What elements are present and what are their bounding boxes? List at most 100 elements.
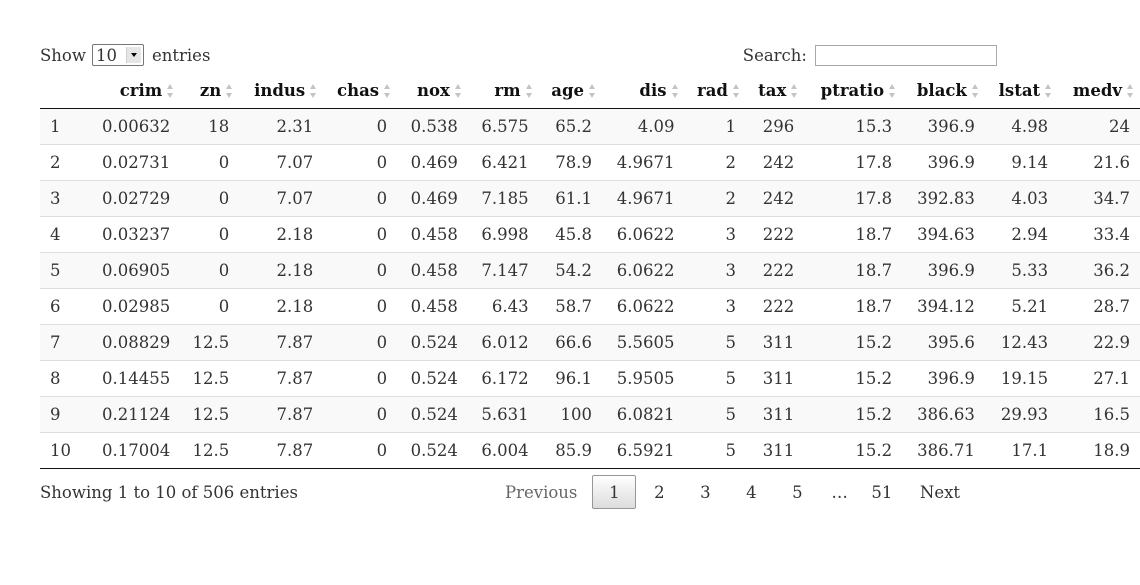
- cell-crim: 0.06905: [86, 252, 181, 289]
- table-row: 4 0.03237 0 2.18 0 0.458 6.998 45.8 6.0622 3 222 18…: [40, 216, 1140, 253]
- cell-rm: 6.43: [467, 288, 539, 325]
- column-header-label: crim: [119, 81, 163, 100]
- cell-nox: 0.469: [397, 180, 468, 217]
- column-header-crim[interactable]: crim: [86, 73, 181, 109]
- cell-index: 7: [40, 324, 86, 361]
- column-header-rad[interactable]: rad: [684, 73, 746, 109]
- cell-crim: 0.03237: [86, 216, 181, 253]
- column-header-ptratio[interactable]: ptratio: [804, 73, 903, 109]
- column-header-label: medv: [1072, 81, 1122, 100]
- cell-chas: 0: [323, 396, 398, 433]
- cell-lstat: 29.93: [984, 396, 1059, 433]
- column-header-lstat[interactable]: lstat: [984, 73, 1059, 109]
- cell-tax: 311: [745, 324, 805, 361]
- column-header-label: age: [551, 81, 585, 100]
- cell-lstat: 4.03: [984, 180, 1059, 217]
- cell-rad: 5: [684, 324, 746, 361]
- table-row: 3 0.02729 0 7.07 0 0.469 7.185 61.1 4.9671 2 242 17…: [40, 180, 1140, 217]
- pagination-ellipsis: …: [831, 482, 848, 502]
- column-header-label: zn: [199, 81, 222, 100]
- cell-medv: 18.9: [1058, 432, 1140, 469]
- sort-arrows-icon: [525, 84, 533, 98]
- table-row: 10 0.17004 12.5 7.87 0 0.524 6.004 85.9 6.5921 5 3…: [40, 432, 1140, 469]
- cell-chas: 0: [323, 252, 398, 289]
- column-header-indus[interactable]: indus: [239, 73, 324, 109]
- sort-arrows-icon: [971, 84, 979, 98]
- cell-medv: 16.5: [1058, 396, 1140, 433]
- cell-nox: 0.524: [397, 396, 468, 433]
- column-header-zn[interactable]: zn: [180, 73, 240, 109]
- cell-rm: 6.421: [467, 144, 539, 181]
- cell-chas: 0: [323, 216, 398, 253]
- cell-lstat: 9.14: [984, 144, 1059, 181]
- previous-button[interactable]: Previous: [505, 482, 578, 502]
- column-header-label: nox: [416, 81, 450, 100]
- cell-zn: 12.5: [180, 432, 240, 469]
- cell-zn: 0: [180, 252, 240, 289]
- cell-rad: 3: [684, 288, 746, 325]
- entries-per-page-select[interactable]: 10: [92, 44, 144, 66]
- cell-black: 396.9: [902, 360, 985, 397]
- cell-nox: 0.524: [397, 432, 468, 469]
- cell-indus: 2.31: [239, 108, 324, 145]
- cell-rad: 2: [684, 144, 746, 181]
- cell-index: 5: [40, 252, 86, 289]
- page-button-5[interactable]: 5: [792, 482, 803, 502]
- column-header-black[interactable]: black: [902, 73, 985, 109]
- search-control: Search:: [743, 42, 997, 68]
- cell-medv: 21.6: [1058, 144, 1140, 181]
- column-header-rm[interactable]: rm: [467, 73, 539, 109]
- cell-index: 2: [40, 144, 86, 181]
- column-header-nox[interactable]: nox: [397, 73, 468, 109]
- cell-chas: 0: [323, 180, 398, 217]
- cell-lstat: 19.15: [984, 360, 1059, 397]
- chevron-down-icon: [126, 47, 141, 63]
- page-button-51[interactable]: 51: [871, 482, 893, 502]
- column-header-chas[interactable]: chas: [323, 73, 398, 109]
- cell-age: 100: [538, 396, 603, 433]
- column-header-label: lstat: [998, 81, 1041, 100]
- table-row: 5 0.06905 0 2.18 0 0.458 7.147 54.2 6.0622 3 222 18…: [40, 252, 1140, 289]
- cell-age: 61.1: [538, 180, 603, 217]
- search-label: Search:: [742, 45, 807, 65]
- cell-chas: 0: [323, 108, 398, 145]
- page-button-4[interactable]: 4: [746, 482, 757, 502]
- cell-crim: 0.02731: [86, 144, 181, 181]
- cell-rm: 6.004: [467, 432, 539, 469]
- cell-lstat: 4.98: [984, 108, 1059, 145]
- table-row: 1 0.00632 18 2.31 0 0.538 6.575 65.2 4.09 1 296 15.…: [40, 108, 1140, 145]
- page-button-3[interactable]: 3: [700, 482, 711, 502]
- column-header-label: ptratio: [820, 81, 885, 100]
- column-header-tax[interactable]: tax: [745, 73, 805, 109]
- cell-crim: 0.02729: [86, 180, 181, 217]
- column-header-medv[interactable]: medv: [1058, 73, 1140, 109]
- cell-rad: 2: [684, 180, 746, 217]
- cell-zn: 12.5: [180, 396, 240, 433]
- cell-age: 58.7: [538, 288, 603, 325]
- cell-tax: 311: [745, 396, 805, 433]
- cell-zn: 18: [180, 108, 240, 145]
- column-header-age[interactable]: age: [538, 73, 603, 109]
- page-button-2[interactable]: 2: [654, 482, 665, 502]
- cell-rm: 6.012: [467, 324, 539, 361]
- cell-ptratio: 15.2: [804, 324, 903, 361]
- cell-black: 394.63: [902, 216, 985, 253]
- cell-rm: 7.185: [467, 180, 539, 217]
- cell-nox: 0.524: [397, 324, 468, 361]
- cell-crim: 0.14455: [86, 360, 181, 397]
- cell-black: 386.71: [902, 432, 985, 469]
- table-row: 8 0.14455 12.5 7.87 0 0.524 6.172 96.1 5.9505 5 31…: [40, 360, 1140, 397]
- cell-chas: 0: [323, 360, 398, 397]
- sort-arrows-icon: [1045, 84, 1052, 98]
- search-input[interactable]: [815, 44, 997, 66]
- column-header-dis[interactable]: dis: [602, 73, 685, 109]
- cell-rad: 3: [684, 216, 746, 253]
- cell-rad: 5: [684, 360, 746, 397]
- cell-tax: 311: [745, 360, 805, 397]
- cell-ptratio: 18.7: [804, 288, 903, 325]
- page-button-1[interactable]: 1: [592, 475, 637, 509]
- cell-lstat: 5.21: [984, 288, 1059, 325]
- cell-black: 396.9: [902, 108, 985, 145]
- next-button[interactable]: Next: [919, 482, 961, 502]
- cell-ptratio: 17.8: [804, 144, 903, 181]
